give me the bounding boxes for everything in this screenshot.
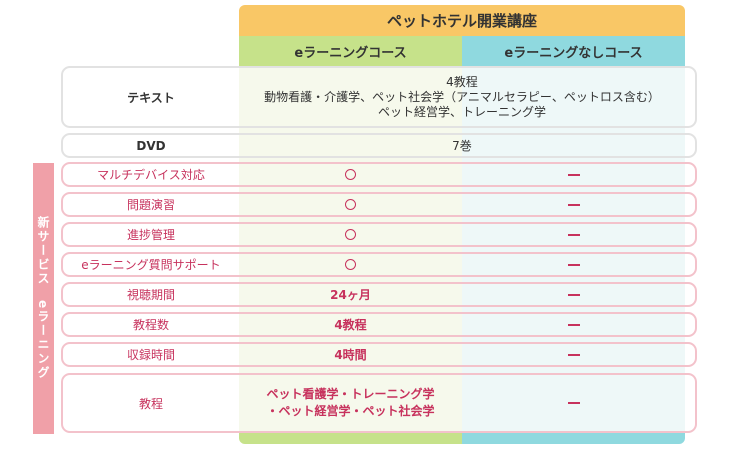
row-label-multidevice: マルチデバイス対応 [97, 168, 205, 182]
period-elearning: 24ヶ月 [330, 288, 371, 302]
row-label-practice: 問題演習 [126, 198, 175, 212]
side-label-text: 新サービス eラーニング [36, 216, 50, 381]
row-courses [61, 312, 697, 337]
row-label-support: eラーニング質問サポート [81, 258, 221, 272]
new-service-side-label: 新サービス eラーニング [33, 163, 54, 434]
dash-icon [567, 173, 580, 176]
text-value: 4教程 動物看護・介護学、ペット社会学（アニマルセラピー、ペットロス含む） ペッ… [239, 68, 685, 126]
curriculum-line2: ・ペット経営学・ペット社会学 [266, 404, 435, 418]
progress-elearning [239, 222, 462, 247]
text-line3: ペット経営学、トレーニング学 [377, 104, 546, 119]
dash-icon [567, 323, 580, 326]
row-progress [61, 222, 697, 247]
multidevice-elearning [239, 162, 462, 187]
curriculum-no-elearning [462, 373, 685, 433]
row-practice [61, 192, 697, 217]
row-label-courses: 教程数 [132, 318, 169, 332]
dash-icon [567, 353, 580, 356]
row-period [61, 282, 697, 307]
courses-elearning: 4教程 [334, 318, 367, 332]
yes-circle-icon [345, 259, 356, 270]
column-header-elearning: eラーニングコース [239, 36, 462, 66]
column-header-no-elearning: eラーニングなしコース [462, 36, 685, 66]
row-label-dvd: DVD [136, 138, 166, 153]
row-support [61, 252, 697, 277]
row-label-hours: 収録時間 [126, 348, 175, 362]
hours-elearning: 4時間 [334, 348, 367, 362]
period-no-elearning [462, 282, 685, 307]
table-title: ペットホテル開業講座 [239, 5, 685, 36]
row-label-text: テキスト [127, 90, 175, 105]
row-label-period: 視聴期間 [126, 288, 175, 302]
no-elearning-column-bg [462, 34, 685, 444]
no-elearning-column-footer [462, 432, 685, 444]
row-label-progress: 進捗管理 [126, 228, 175, 242]
row-multidevice [61, 162, 697, 187]
multidevice-no-elearning [462, 162, 685, 187]
progress-no-elearning [462, 222, 685, 247]
yes-circle-icon [345, 229, 356, 240]
row-hours [61, 342, 697, 367]
support-elearning [239, 252, 462, 277]
dash-icon [567, 293, 580, 296]
support-no-elearning [462, 252, 685, 277]
curriculum-line1: ペット看護学・トレーニング学 [266, 387, 435, 401]
text-line2: 動物看護・介護学、ペット社会学（アニマルセラピー、ペットロス含む） [264, 89, 660, 104]
courses-no-elearning [462, 312, 685, 337]
row-curriculum [61, 373, 697, 433]
practice-no-elearning [462, 192, 685, 217]
dash-icon [567, 263, 580, 266]
dash-icon [567, 203, 580, 206]
yes-circle-icon [345, 199, 356, 210]
elearning-column-footer [239, 432, 462, 444]
curriculum-elearning: ペット看護学・トレーニング学 ・ペット経営学・ペット社会学 [239, 373, 462, 433]
row-label-curriculum: 教程 [138, 396, 163, 411]
dvd-value: 7巻 [452, 139, 472, 153]
dash-icon [567, 402, 580, 404]
row-dvd [61, 133, 697, 158]
text-line1: 4教程 [446, 74, 478, 89]
hours-no-elearning [462, 342, 685, 367]
practice-elearning [239, 192, 462, 217]
row-text [61, 66, 697, 128]
dash-icon [567, 233, 580, 236]
yes-circle-icon [345, 169, 356, 180]
